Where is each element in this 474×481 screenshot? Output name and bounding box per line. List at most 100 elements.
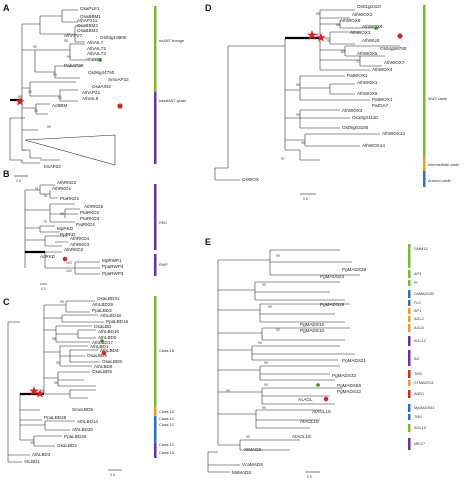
- clade-bar-pi: [408, 280, 411, 286]
- green-dot-marker: [374, 26, 378, 30]
- leaf-label: OsaLBD5: [87, 353, 107, 358]
- leaf-label: AthAIL72: [87, 46, 106, 51]
- leaf-label: OsaLBD2: [57, 443, 77, 448]
- leaf-label: PgMADS21: [342, 358, 366, 363]
- clade-bar-ag: [408, 350, 411, 366]
- clade-label: Class 1C: [159, 443, 175, 447]
- leaf-label: PpRKD: [60, 232, 76, 237]
- leaf-label: AthWOX2: [352, 12, 373, 17]
- leaf-label: PgMADS33: [332, 373, 356, 378]
- bootstrap-value: 99: [262, 283, 266, 287]
- clade-bar-mikc: [408, 438, 411, 450]
- leaf-label: AthWOX1: [357, 80, 378, 85]
- clade-label: STMADS11: [414, 381, 434, 385]
- leaf-label: AthRKD2: [64, 247, 84, 252]
- clade-bar-class-1c: [154, 416, 157, 444]
- clade-label: Class 1C: [159, 423, 175, 427]
- clade-label: WUS clade: [428, 97, 447, 101]
- leaf-label: PpaRWP3: [102, 271, 124, 276]
- bootstrap-value: 92: [276, 328, 280, 332]
- leaf-label: AthWOX4: [372, 67, 393, 72]
- bootstrap-value: 99: [58, 96, 62, 100]
- scale-label: 0.5: [307, 475, 312, 479]
- bootstrap-value: 99: [53, 73, 57, 77]
- leaf-label: AthLBD29: [92, 302, 113, 307]
- leaf-label: PgMADS23: [320, 274, 344, 279]
- leaf-label: AthLBD16: [98, 329, 119, 334]
- bootstrap-value: 99: [262, 406, 266, 410]
- leaf-label: AthRKD4: [70, 236, 90, 241]
- bootstrap-value: 99: [301, 141, 305, 145]
- leaf-label: OsaBBM2: [77, 23, 98, 28]
- leaf-label: Os06g44750: [88, 70, 115, 75]
- leaf-label: AthLBD20: [72, 427, 93, 432]
- leaf-label: PgMADS19: [320, 302, 344, 307]
- clade-bar-gmm13: [408, 244, 411, 268]
- leaf-label: PatRKD1: [76, 222, 96, 227]
- clade-label: GMM13: [414, 247, 428, 251]
- leaf-label: AthRKD3: [70, 242, 90, 247]
- leaf-label: AthBBM: [85, 57, 102, 62]
- red-dot-marker: [397, 33, 403, 39]
- bootstrap-value: 99: [226, 389, 230, 393]
- panel-a-label: A: [3, 3, 10, 13]
- leaf-label: AthWOX8: [340, 18, 361, 23]
- clade-label: MIKC*: [414, 442, 425, 446]
- panel-e-label: E: [205, 237, 211, 247]
- bootstrap-value: 99: [54, 381, 58, 385]
- leaf-label: Os01g0310: [357, 4, 381, 9]
- red-dot-marker: [117, 103, 123, 109]
- bootstrap-value: 99: [18, 95, 22, 99]
- clade-bar-ap1: [408, 308, 411, 314]
- clade-bar-tt45: [408, 414, 411, 420]
- panel-c-label: C: [3, 297, 10, 307]
- leaf-label: PtaRKD2: [80, 210, 100, 215]
- bootstrap-value: 99: [34, 109, 38, 113]
- clade-bar-ap3: [408, 270, 411, 278]
- clade-label: Class 1B: [159, 349, 175, 353]
- clade-label: AP1: [414, 309, 421, 313]
- leaf-label: PatOA7: [372, 103, 389, 108]
- bootstrap-value: 98: [296, 83, 300, 87]
- bootstrap-value: 99: [264, 361, 268, 365]
- clade-label: AGL2: [414, 317, 424, 321]
- clade-label: basalANT grade: [159, 99, 186, 103]
- leaf-label: AthAIL5: [82, 96, 99, 101]
- red-dot-marker: [62, 256, 68, 262]
- clade-label: AGL12: [414, 339, 426, 343]
- bootstrap-value: 81: [44, 194, 48, 198]
- leaf-label: AthWOX9: [362, 24, 383, 29]
- clade-bar-intermediate: [423, 157, 426, 171]
- bootstrap-value: 71: [356, 60, 360, 64]
- clade-bar-agl6: [408, 324, 411, 332]
- panel-e: E PgMADS29 PgMADS23 PgMADS19 PgMADS15 Pg…: [205, 237, 434, 479]
- clade-label: Ancient clade: [428, 179, 451, 183]
- clade-label: OsMADS32: [414, 292, 434, 296]
- leaf-label: PpaLBD26: [64, 434, 87, 439]
- bootstrap-value: 99: [56, 361, 60, 365]
- leaf-label: Os05g03180: [342, 125, 369, 130]
- leaf-label: AthAIL7: [87, 40, 104, 45]
- leaf-label: XtMADS: [244, 447, 262, 452]
- bootstrap-value: 99: [316, 12, 320, 16]
- clade-label: FLC: [414, 301, 421, 305]
- clade-bar-basal-ant: [154, 92, 157, 164]
- clade-label: AG: [414, 357, 420, 361]
- clade-bar-class-1d: [154, 406, 157, 416]
- green-dot-marker: [98, 58, 102, 62]
- bootstrap-value: 99: [296, 113, 300, 117]
- leaf-label: AthAIL73: [87, 51, 106, 56]
- leaf-label: OsaBBM3: [77, 28, 98, 33]
- clade-label: Class 1C: [159, 417, 175, 421]
- star-marker: [316, 33, 326, 42]
- panel-b-label: B: [3, 169, 10, 179]
- leaf-label: AthWOX14: [362, 143, 385, 148]
- clade-label: MpMADS51: [414, 406, 434, 410]
- leaf-label: AtAGL18: [312, 409, 331, 414]
- leaf-label: AthWOX3: [350, 30, 371, 35]
- bootstrap-value: 99: [33, 45, 37, 49]
- panel-d: D Os01g0310 AthWOX2 AthWOX8 AthWOX9 AthW…: [205, 3, 459, 201]
- clade-bar-agl2: [408, 316, 411, 322]
